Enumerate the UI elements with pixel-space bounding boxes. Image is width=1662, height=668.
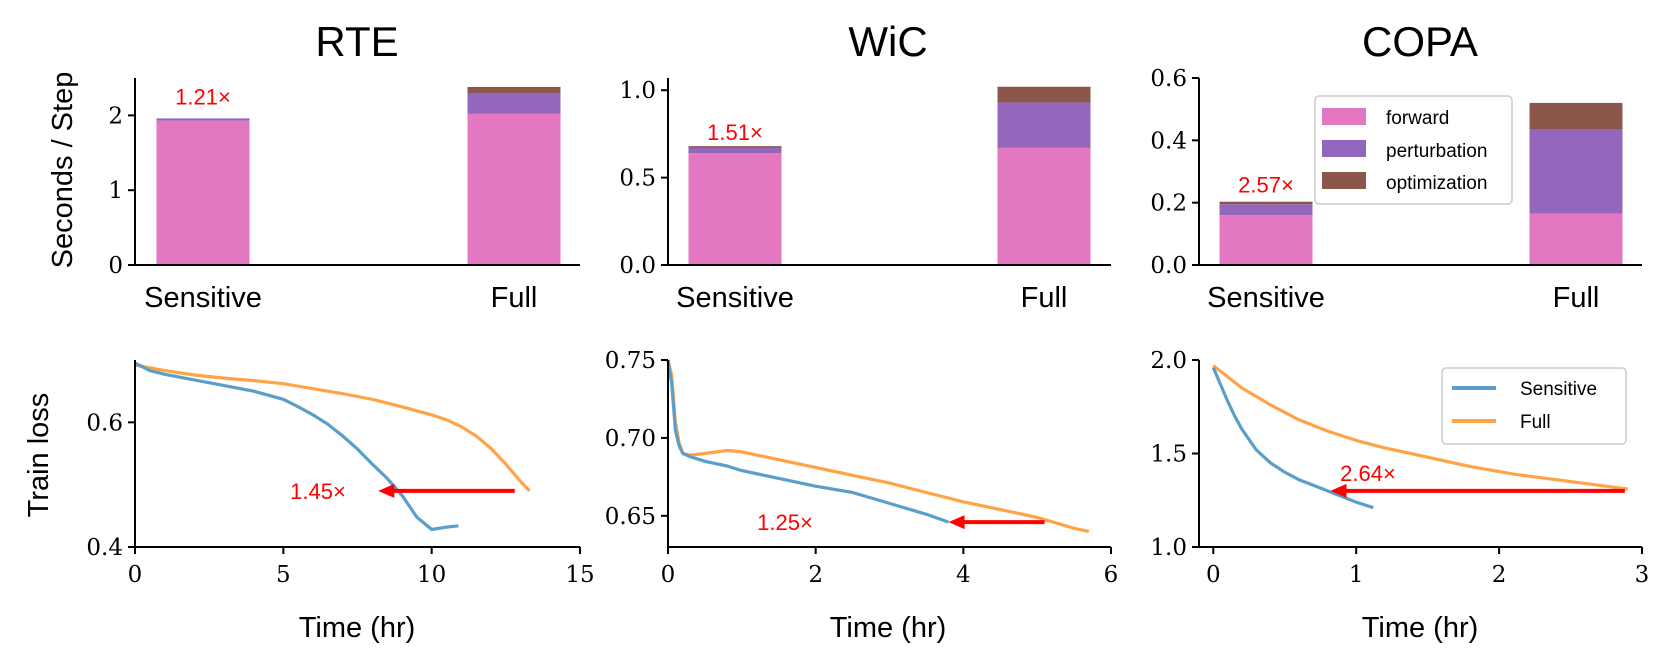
bar-forward-sensitive	[156, 120, 250, 265]
y-tick-label: 0.5	[619, 166, 656, 192]
bar-forward-full	[997, 147, 1091, 265]
y-tick-label: 1.0	[619, 78, 656, 104]
panel-rte-loss: Train loss Time (hr) 1.45× 0.4 0.6 0 5 10 15	[23, 360, 595, 644]
legend-cost-breakdown: forward perturbation optimization	[1314, 95, 1513, 205]
xlabel-time: Time (hr)	[1362, 612, 1479, 644]
legend-label-optimization: optimization	[1386, 173, 1487, 194]
x-tick-label: 2	[808, 562, 823, 588]
y-tick-label: 0.0	[1150, 253, 1187, 279]
category-full: Full	[1021, 282, 1068, 314]
y-tick-label: 2	[108, 103, 123, 129]
xlabel-time: Time (hr)	[299, 612, 416, 644]
y-tick-label: 1	[108, 178, 123, 204]
x-tick-label: 0	[1206, 562, 1221, 588]
legend-swatch-perturbation	[1322, 140, 1366, 157]
x-tick-label: 10	[417, 562, 446, 588]
line-full	[1212, 364, 1628, 491]
panel-copa-loss: Time (hr) 2.64× Sensitive Full 1.0 1.5 2.0…	[1150, 348, 1649, 644]
category-full: Full	[1553, 282, 1600, 314]
x-tick-label: 0	[128, 562, 143, 588]
y-tick-label: 1.5	[1150, 442, 1187, 468]
panel-copa-bar: COPA 2.57× Sensitive Full forward pertur…	[1150, 18, 1642, 314]
category-sensitive: Sensitive	[676, 282, 794, 314]
annotation-speedup: 2.57×	[1238, 173, 1294, 198]
bar-perturbation-sensitive	[156, 118, 250, 121]
bar-forward-sensitive	[1219, 215, 1313, 265]
category-sensitive: Sensitive	[144, 282, 262, 314]
x-tick-label: 1	[1349, 562, 1364, 588]
bar-perturbation-full	[1529, 129, 1623, 214]
y-tick-label: 0.0	[619, 253, 656, 279]
bar-forward-full	[467, 113, 561, 266]
bar-forward-full	[1529, 213, 1623, 265]
speedup-arrow-head	[378, 483, 395, 498]
bar-optimization-sensitive	[1219, 201, 1313, 205]
legend-swatch-forward	[1322, 108, 1366, 125]
y-tick-label: 0	[108, 253, 123, 279]
x-tick-label: 4	[956, 562, 971, 588]
y-tick-label: 0.4	[1150, 128, 1187, 154]
annotation-speedup: 1.51×	[707, 120, 763, 145]
line-sensitive	[1211, 366, 1374, 510]
title-wic: WiC	[848, 18, 927, 65]
y-tick-label: 2.0	[1150, 348, 1187, 374]
x-tick-label: 2	[1492, 562, 1507, 588]
title-copa: COPA	[1362, 18, 1478, 65]
annotation-speedup: 1.25×	[757, 510, 813, 535]
annotation-speedup: 2.64×	[1340, 461, 1396, 486]
y-tick-label: 0.6	[86, 410, 123, 436]
x-tick-label: 5	[276, 562, 291, 588]
y-tick-label: 0.6	[1150, 66, 1187, 92]
legend-label-forward: forward	[1386, 108, 1449, 129]
y-tick-label: 0.4	[86, 535, 123, 561]
bar-optimization-full	[997, 86, 1091, 103]
line-full	[666, 359, 1090, 533]
y-tick-label: 1.0	[1150, 535, 1187, 561]
title-rte: RTE	[315, 18, 398, 65]
category-sensitive: Sensitive	[1207, 282, 1325, 314]
y-tick-label: 0.70	[605, 426, 656, 452]
y-tick-label: 0.65	[605, 504, 656, 530]
bar-perturbation-sensitive	[1219, 204, 1313, 216]
speedup-arrow-head	[948, 515, 965, 530]
speedup-arrow-head	[1330, 483, 1347, 498]
bar-perturbation-full	[997, 102, 1091, 148]
x-tick-label: 6	[1104, 562, 1119, 588]
x-tick-label: 0	[661, 562, 676, 588]
bar-optimization-sensitive	[688, 146, 782, 148]
annotation-speedup: 1.45×	[290, 479, 346, 504]
x-tick-label: 3	[1635, 562, 1650, 588]
line-sensitive	[666, 359, 950, 524]
xlabel-time: Time (hr)	[830, 612, 947, 644]
ylabel-train-loss: Train loss	[23, 393, 55, 518]
bar-optimization-full	[1529, 102, 1623, 130]
bar-perturbation-full	[467, 93, 561, 114]
legend-label-full: Full	[1520, 412, 1551, 433]
category-full: Full	[491, 282, 538, 314]
y-tick-label: 0.75	[605, 348, 656, 374]
bar-forward-sensitive	[688, 153, 782, 265]
legend-methods: Sensitive Full	[1441, 367, 1627, 445]
bar-optimization-full	[467, 86, 561, 94]
panel-wic-loss: Time (hr) 1.25× 0.65 0.70 0.75 0 2 4 6	[605, 348, 1119, 644]
legend-swatch-optimization	[1322, 172, 1366, 189]
line-full	[134, 363, 531, 493]
legend-label-perturbation: perturbation	[1386, 141, 1487, 162]
line-sensitive	[134, 361, 459, 532]
panel-rte-bar: RTE Seconds / Step 1.21× Sensitive Full …	[47, 18, 580, 314]
legend-label-sensitive: Sensitive	[1520, 379, 1597, 400]
panel-wic-bar: WiC 1.51× Sensitive Full 0.0 0.5 1.0	[619, 18, 1111, 314]
x-tick-label: 15	[565, 562, 594, 588]
ylabel-seconds-per-step: Seconds / Step	[47, 72, 79, 269]
bar-perturbation-sensitive	[688, 147, 782, 154]
y-tick-label: 0.2	[1150, 191, 1187, 217]
annotation-speedup: 1.21×	[175, 84, 231, 109]
